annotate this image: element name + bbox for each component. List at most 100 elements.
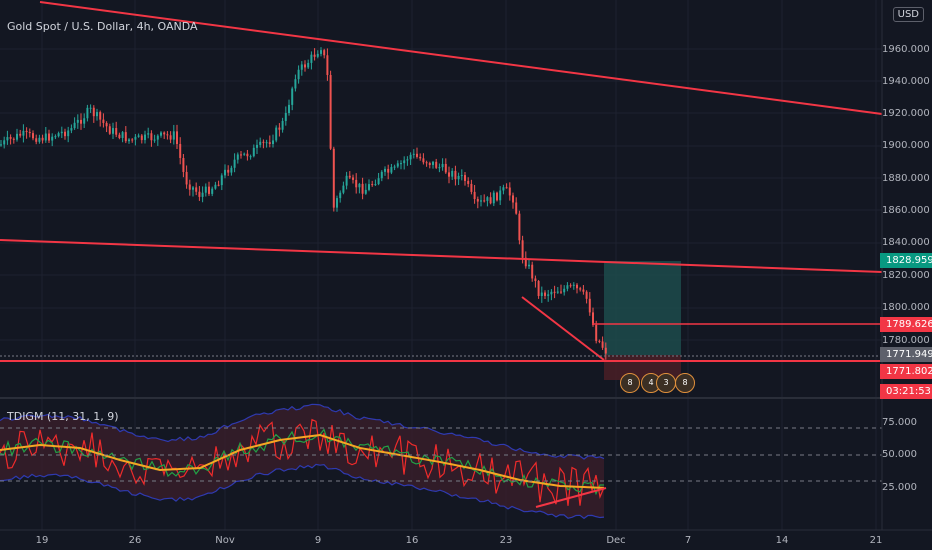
candle-body bbox=[51, 136, 54, 141]
candle-body bbox=[502, 187, 505, 191]
candle-body bbox=[281, 120, 284, 130]
candle-body bbox=[252, 147, 255, 157]
candle-body bbox=[492, 192, 495, 204]
candle-body bbox=[544, 292, 546, 296]
candle-body bbox=[464, 175, 466, 181]
indicator-mid-line bbox=[0, 433, 605, 489]
candle-body bbox=[230, 167, 233, 173]
candle-body bbox=[144, 134, 146, 141]
candle-body bbox=[121, 132, 124, 139]
candle-body bbox=[473, 191, 476, 200]
candle-body bbox=[467, 180, 470, 184]
indicator-lower-band bbox=[0, 463, 605, 520]
candle-body bbox=[70, 128, 73, 131]
candle-body bbox=[172, 131, 175, 140]
date-tick: 16 bbox=[405, 535, 419, 546]
candle-body bbox=[496, 192, 498, 201]
candle-body bbox=[547, 294, 550, 296]
candle-body bbox=[582, 289, 585, 292]
candle-body bbox=[291, 88, 294, 105]
us-flag-event-icon[interactable]: 8 bbox=[620, 373, 640, 393]
candle-body bbox=[38, 137, 41, 142]
candle-body bbox=[57, 133, 60, 137]
candle-body bbox=[534, 278, 537, 281]
candle-body bbox=[377, 178, 380, 185]
candle-body bbox=[182, 157, 185, 172]
candle-body bbox=[211, 188, 214, 194]
trendline-middle[interactable] bbox=[0, 239, 883, 273]
price-tick: 1960.000 bbox=[882, 44, 930, 55]
date-tick: 26 bbox=[128, 535, 142, 546]
candle-body bbox=[80, 119, 82, 124]
candle-body bbox=[115, 128, 118, 135]
candle-body bbox=[505, 187, 508, 189]
candle-body bbox=[76, 119, 79, 123]
candle-body bbox=[524, 257, 527, 267]
candle-body bbox=[563, 288, 566, 293]
candle-body bbox=[300, 64, 303, 70]
candle-body bbox=[256, 144, 258, 148]
candle-body bbox=[400, 163, 402, 165]
price-tick: 1800.000 bbox=[882, 302, 930, 313]
candle-body bbox=[224, 169, 226, 176]
candle-body bbox=[208, 186, 210, 194]
candle-body bbox=[60, 131, 63, 134]
candle-body bbox=[457, 175, 460, 180]
candle-body bbox=[579, 288, 582, 290]
candle-body bbox=[297, 69, 300, 80]
trendline-upper[interactable] bbox=[39, 1, 883, 115]
chart-title: Gold Spot / U.S. Dollar, 4h, OANDA bbox=[7, 20, 198, 33]
candle-body bbox=[604, 347, 607, 354]
candle-body bbox=[140, 135, 143, 141]
price-tick: 1820.000 bbox=[882, 270, 930, 281]
candle-body bbox=[188, 184, 191, 190]
candle-body bbox=[118, 134, 121, 139]
candle-body bbox=[156, 135, 159, 140]
candle-body bbox=[73, 122, 76, 129]
trendline-drop[interactable] bbox=[521, 296, 605, 361]
us-flag-event-icon[interactable]: 3 bbox=[656, 373, 676, 393]
candle-body bbox=[304, 64, 306, 68]
candle-body bbox=[278, 127, 281, 130]
target-zone[interactable] bbox=[604, 261, 681, 355]
indicator-upper-band bbox=[0, 403, 605, 460]
candle-body bbox=[316, 53, 319, 57]
candle-body bbox=[454, 170, 457, 180]
candle-body bbox=[105, 122, 108, 127]
candle-body bbox=[598, 340, 601, 342]
candle-body bbox=[54, 136, 57, 138]
indicator-tick: 75.000 bbox=[882, 417, 917, 428]
candle-body bbox=[342, 185, 345, 193]
indicator-trendline[interactable] bbox=[535, 487, 607, 508]
candle-body bbox=[528, 264, 530, 267]
candle-body bbox=[592, 312, 594, 326]
candle-body bbox=[294, 79, 297, 89]
us-flag-event-icon[interactable]: 8 bbox=[675, 373, 695, 393]
candle-body bbox=[572, 284, 575, 286]
stop-price-tag: 1789.626 bbox=[880, 317, 932, 332]
candle-body bbox=[483, 200, 486, 202]
candles bbox=[0, 47, 607, 360]
candle-body bbox=[25, 130, 28, 132]
candle-body bbox=[435, 161, 438, 168]
candle-body bbox=[236, 154, 239, 160]
candle-body bbox=[240, 154, 242, 156]
candle-body bbox=[179, 143, 182, 158]
candle-body bbox=[310, 54, 313, 63]
candle-body bbox=[185, 171, 188, 185]
candle-body bbox=[83, 118, 86, 124]
candle-body bbox=[345, 175, 348, 186]
price-tick: 1900.000 bbox=[882, 140, 930, 151]
indicator-pane bbox=[0, 403, 605, 520]
candle-body bbox=[416, 153, 418, 157]
candle-body bbox=[275, 127, 278, 141]
candle-body bbox=[368, 184, 370, 190]
candle-body bbox=[595, 325, 598, 341]
candle-body bbox=[441, 163, 444, 168]
candle-body bbox=[41, 137, 44, 141]
currency-button[interactable]: USD bbox=[892, 7, 924, 22]
candle-body bbox=[364, 189, 367, 194]
candle-body bbox=[128, 139, 130, 142]
candle-body bbox=[112, 128, 114, 134]
